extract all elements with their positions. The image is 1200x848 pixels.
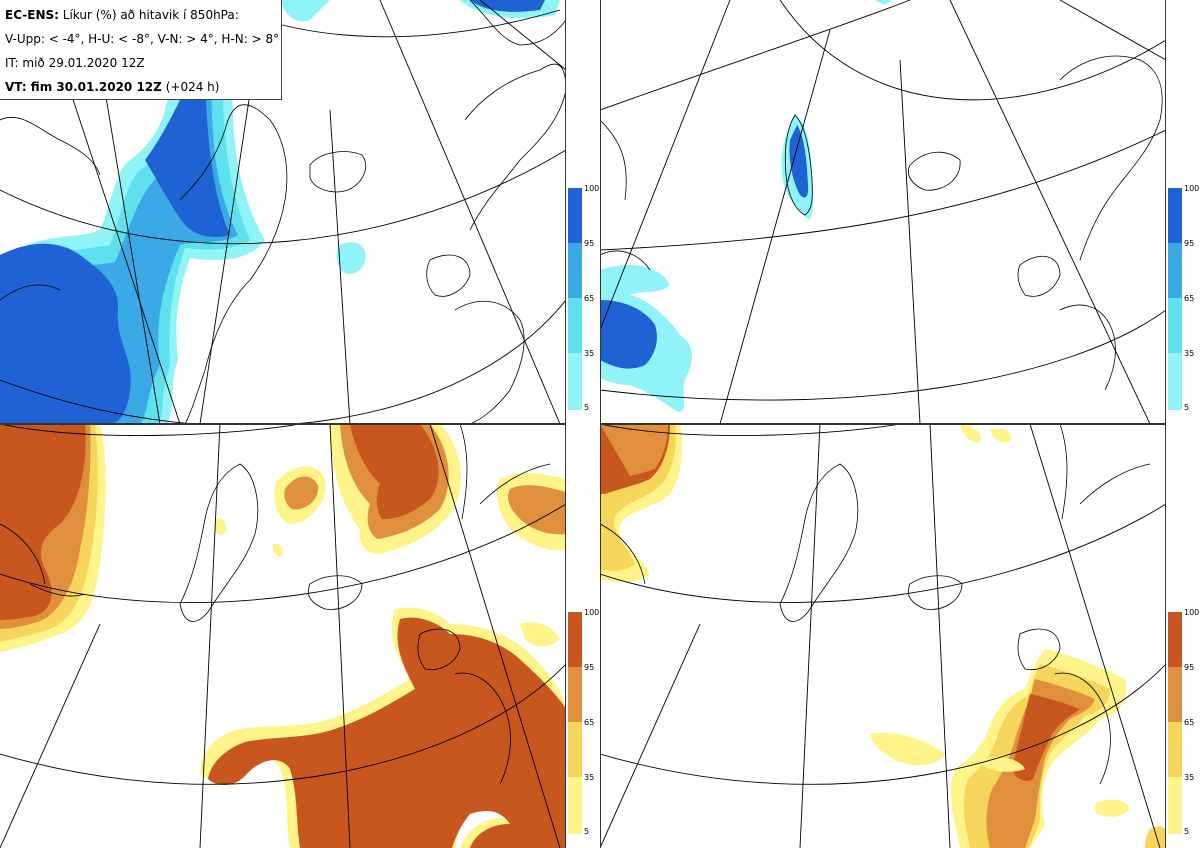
colorbar-tick: 100 — [584, 608, 600, 617]
colorbar-tick: 5 — [1184, 827, 1190, 836]
graticule — [0, 0, 566, 424]
graticule — [600, 0, 1166, 424]
map-h-u — [600, 0, 1166, 424]
colorbar-tick: 5 — [584, 827, 590, 836]
map-panel-h-n — [600, 424, 1166, 848]
map-h-n — [600, 424, 1166, 848]
probability-fill — [600, 424, 1166, 848]
panel-border — [565, 0, 566, 848]
colorbar-h-u: 100 95 65 35 5 — [1168, 185, 1199, 414]
product-title: Líkur (%) að hitavik í 850hPa: — [62, 8, 239, 22]
colorbar-h-n: 100 95 65 35 5 — [1168, 609, 1199, 838]
threshold-line: V-Upp: < -4°, H-U: < -8°, V-N: > 4°, H-N… — [5, 32, 280, 46]
coastlines — [600, 55, 1163, 391]
colorbar-tick: 35 — [1184, 773, 1195, 782]
map-panel-h-u — [600, 0, 1166, 424]
lead-time: (+024 h) — [165, 80, 220, 94]
model-name: EC-ENS: — [5, 8, 59, 22]
coastlines — [0, 424, 551, 785]
valid-time: VT: fim 30.01.2020 12Z — [5, 80, 162, 94]
graticule — [600, 424, 1166, 848]
colorbar-tick: 95 — [1184, 663, 1195, 672]
colorbar-tick: 65 — [584, 718, 595, 727]
map-panel-v-upp — [0, 0, 566, 424]
colorbar-tick: 35 — [584, 349, 595, 358]
legend-info-box: EC-ENS: Líkur (%) að hitavik í 850hPa: V… — [0, 0, 282, 100]
colorbar-tick: 65 — [584, 294, 595, 303]
graticule — [0, 424, 566, 848]
colorbar-tick: 65 — [1184, 718, 1195, 727]
colorbar-tick: 5 — [584, 403, 590, 412]
map-panel-v-n — [0, 424, 566, 848]
init-time: IT: mið 29.01.2020 12Z — [5, 56, 145, 70]
colorbar-tick: 5 — [1184, 403, 1190, 412]
colorbar-v-upp: 100 95 65 35 5 — [568, 185, 599, 414]
colorbar-tick: 100 — [584, 184, 600, 193]
colorbar-v-n: 100 95 65 35 5 — [568, 609, 599, 838]
colorbar-tick: 35 — [584, 773, 595, 782]
probability-fill — [0, 424, 566, 848]
colorbar-tick: 95 — [584, 663, 595, 672]
colorbar-tick: 95 — [584, 239, 595, 248]
coastlines — [600, 424, 1151, 785]
colorbar-tick: 65 — [1184, 294, 1195, 303]
colorbar-tick: 100 — [1184, 608, 1200, 617]
colorbar-tick: 35 — [1184, 349, 1195, 358]
probability-fill — [0, 0, 560, 424]
probability-fill — [600, 0, 892, 412]
panel-separator — [0, 423, 566, 425]
map-v-upp — [0, 0, 566, 424]
colorbar-tick: 100 — [1184, 184, 1200, 193]
panel-border — [1165, 0, 1166, 848]
colorbar-tick: 95 — [1184, 239, 1195, 248]
panel-separator — [600, 423, 1166, 425]
panel-border — [600, 0, 601, 848]
map-v-n — [0, 424, 566, 848]
